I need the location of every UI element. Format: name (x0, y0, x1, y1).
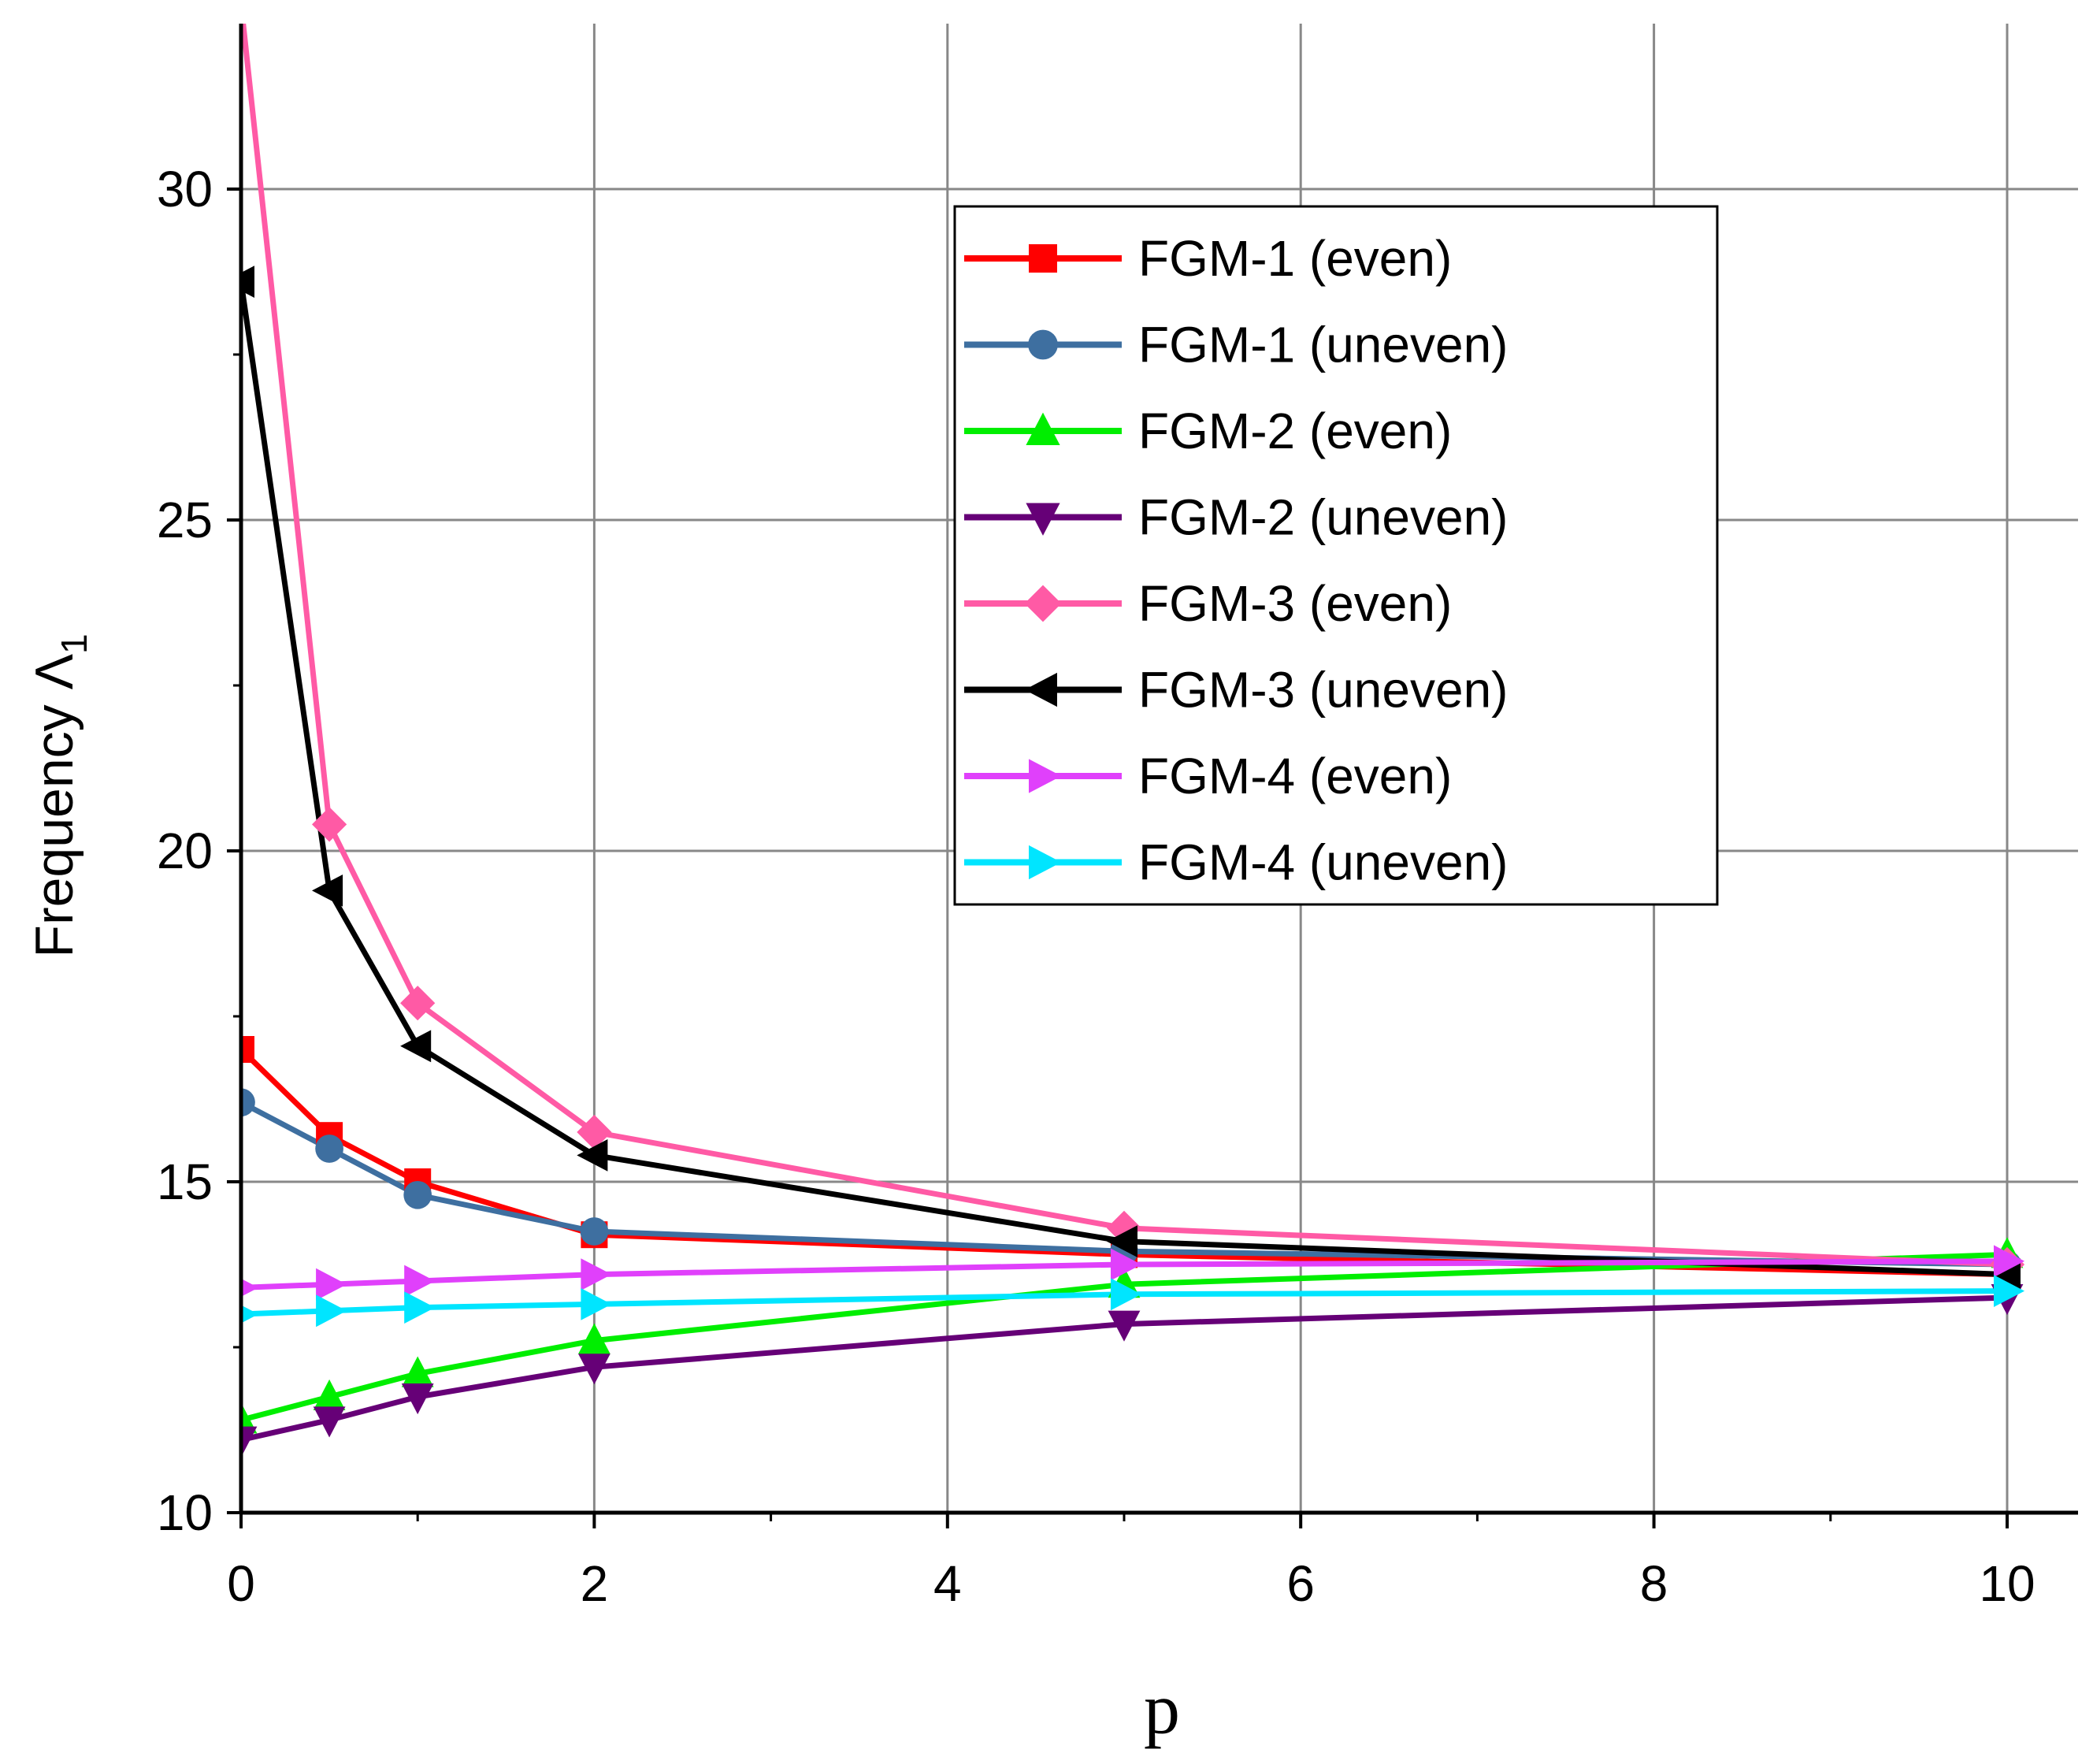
series-3-point (401, 1356, 434, 1387)
y-tick-label: 20 (157, 823, 213, 879)
series-6-point (1106, 1225, 1137, 1257)
series-8-point (404, 1291, 436, 1324)
y-tick-label: 10 (157, 1484, 213, 1541)
series-5-point (400, 986, 436, 1021)
marker-layer (241, 266, 2025, 1458)
series-2-point (315, 1135, 343, 1163)
series-3-point (241, 1402, 258, 1434)
series-8-line (241, 1288, 2008, 1317)
y-axis-label-subscript: 1 (54, 633, 95, 654)
legend: FGM-1 (even) FGM-1 (uneven) FGM-2 (even) FG… (953, 205, 1719, 906)
legend-marker-8 (1029, 845, 1062, 880)
series-6-point (577, 1139, 608, 1172)
series-4-point (1108, 1310, 1141, 1342)
series-4-point (578, 1354, 610, 1385)
series-5-point (312, 807, 347, 842)
series-5-line (241, 24, 2008, 1268)
x-tick-label: 2 (581, 1555, 609, 1612)
legend-box (953, 205, 1719, 906)
series-4-point (241, 1426, 258, 1458)
series-3-point (578, 1323, 610, 1354)
series-5-point (577, 1114, 612, 1150)
series-6-point (241, 266, 254, 298)
series-8-point (581, 1288, 612, 1320)
legend-label-6: FGM-3 (uneven) (1138, 662, 1508, 719)
y-tick-label: 15 (157, 1153, 213, 1210)
axes: 0 2 4 6 8 10 10 15 20 25 30 (157, 24, 2078, 1612)
series-8-point (316, 1294, 347, 1328)
series-1-point (241, 1036, 254, 1063)
series-2-point (241, 1088, 255, 1117)
legend-marker-1 (1029, 244, 1057, 273)
series-2-point (403, 1180, 432, 1209)
legend-marker-5 (1024, 585, 1062, 622)
legend-label-5: FGM-3 (even) (1138, 575, 1452, 632)
series-8-point (1994, 1275, 2025, 1307)
series-2-line (241, 1100, 2008, 1268)
x-tick-label: 8 (1640, 1555, 1668, 1612)
series-2-point (580, 1217, 609, 1246)
series-7-line (241, 1258, 2008, 1291)
series-7-point (316, 1268, 347, 1301)
x-axis-label: p (1144, 1669, 1180, 1749)
series-8-point (1111, 1278, 1142, 1311)
legend-label-2: FGM-1 (uneven) (1138, 317, 1508, 373)
series-8-point (241, 1305, 259, 1324)
legend-marker-7 (1029, 759, 1062, 793)
legend-label-7: FGM-4 (even) (1138, 748, 1452, 804)
series-7-point (404, 1265, 436, 1298)
series-7-point (1994, 1245, 2025, 1278)
legend-label-4: FGM-2 (uneven) (1138, 489, 1508, 546)
series-4-point (401, 1383, 434, 1415)
y-tick-label: 30 (157, 161, 213, 217)
x-tick-label: 6 (1286, 1555, 1315, 1612)
x-tick-label: 0 (227, 1555, 255, 1612)
legend-label-3: FGM-2 (even) (1138, 403, 1452, 459)
legend-marker-6 (1024, 672, 1057, 707)
series-7-point (241, 1278, 259, 1297)
legend-label-8: FGM-4 (uneven) (1138, 834, 1508, 891)
series-6-line (241, 281, 2008, 1278)
legend-label-1: FGM-1 (even) (1138, 230, 1452, 287)
series-layer (241, 24, 2008, 1443)
series-7-point (581, 1258, 612, 1291)
y-tick-label: 25 (157, 492, 213, 548)
x-tick-label: 4 (933, 1555, 962, 1612)
series-3-point (313, 1379, 346, 1410)
series-4-line (241, 1294, 2008, 1443)
y-axis-label-main: Frequency Λ (24, 653, 84, 957)
series-4-point (313, 1406, 346, 1438)
series-7-point (1111, 1248, 1142, 1281)
x-tick-label: 10 (1979, 1555, 2035, 1612)
y-axis-label: Frequency Λ1 (24, 633, 95, 957)
series-6-point (400, 1030, 432, 1063)
series-3-line (241, 1251, 2008, 1423)
legend-marker-2 (1028, 329, 1058, 360)
series-1-line (241, 1047, 2008, 1278)
legend-marker-4 (1026, 503, 1060, 536)
legend-marker-3 (1026, 412, 1060, 445)
series-6-point (312, 875, 343, 907)
